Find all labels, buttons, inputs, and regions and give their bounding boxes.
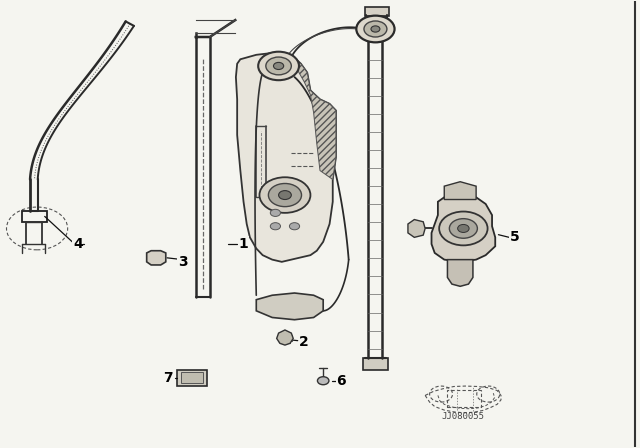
Circle shape	[439, 211, 488, 246]
Circle shape	[371, 26, 380, 32]
Circle shape	[270, 223, 280, 230]
Circle shape	[289, 223, 300, 230]
Bar	[365, 7, 389, 16]
Polygon shape	[444, 182, 476, 199]
Circle shape	[266, 57, 291, 75]
Text: 1: 1	[239, 237, 248, 251]
Circle shape	[278, 190, 291, 199]
Circle shape	[458, 224, 469, 233]
Bar	[181, 372, 203, 383]
Circle shape	[449, 219, 477, 238]
Circle shape	[356, 16, 394, 43]
Text: 5: 5	[509, 230, 519, 244]
Text: 7: 7	[164, 370, 173, 384]
Polygon shape	[276, 330, 293, 345]
Polygon shape	[256, 293, 323, 320]
Circle shape	[259, 177, 310, 213]
Text: 2: 2	[299, 335, 309, 349]
Circle shape	[317, 377, 329, 385]
Polygon shape	[147, 251, 166, 265]
Circle shape	[364, 21, 387, 37]
Polygon shape	[291, 64, 336, 180]
Bar	[177, 370, 207, 386]
Bar	[22, 211, 47, 222]
Circle shape	[258, 52, 299, 80]
Text: 6: 6	[336, 374, 346, 388]
Polygon shape	[447, 260, 473, 286]
Bar	[447, 390, 481, 407]
Text: 3: 3	[178, 255, 188, 269]
Text: JJ080055: JJ080055	[442, 412, 485, 421]
Circle shape	[270, 209, 280, 216]
Bar	[149, 252, 163, 263]
Polygon shape	[408, 220, 425, 237]
Polygon shape	[431, 195, 495, 262]
Circle shape	[273, 62, 284, 69]
Bar	[363, 358, 388, 370]
Text: 4: 4	[73, 237, 83, 251]
Polygon shape	[236, 52, 336, 262]
Circle shape	[268, 184, 301, 207]
